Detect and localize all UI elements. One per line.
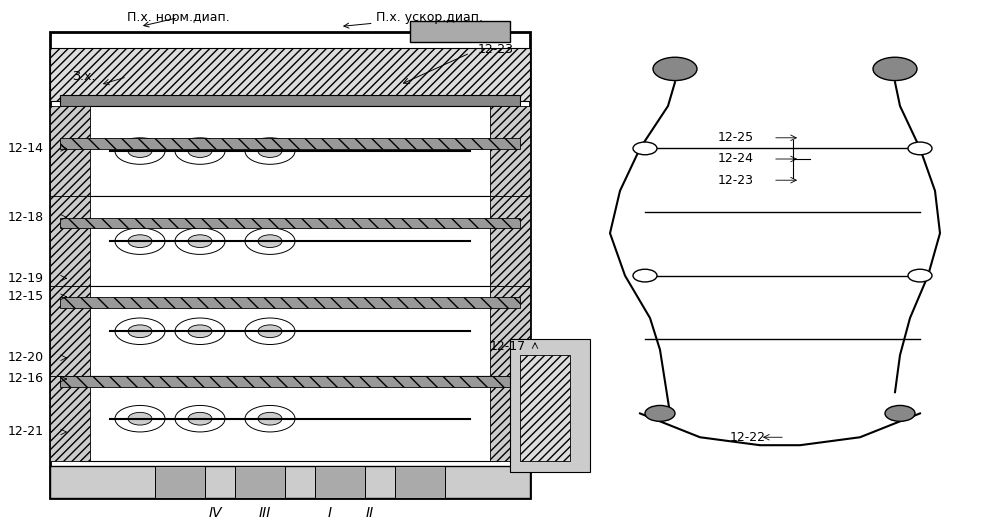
Circle shape: [633, 269, 657, 282]
Circle shape: [128, 325, 152, 338]
Circle shape: [175, 318, 225, 344]
Text: 12-24: 12-24: [718, 153, 754, 165]
Circle shape: [128, 235, 152, 248]
FancyBboxPatch shape: [50, 106, 90, 196]
Text: III: III: [259, 506, 271, 520]
Text: 12-20: 12-20: [8, 351, 44, 364]
Circle shape: [633, 142, 657, 155]
Circle shape: [245, 318, 295, 344]
FancyBboxPatch shape: [50, 48, 530, 101]
Circle shape: [885, 405, 915, 421]
Bar: [410, 21, 510, 42]
Text: 12-25: 12-25: [718, 131, 754, 144]
Circle shape: [115, 405, 165, 432]
Text: IV: IV: [208, 506, 222, 520]
Bar: [80, 376, 500, 461]
Circle shape: [258, 235, 282, 248]
Bar: [155, 466, 205, 498]
FancyBboxPatch shape: [490, 196, 530, 286]
Circle shape: [258, 325, 282, 338]
Circle shape: [245, 405, 295, 432]
Text: 12-17: 12-17: [490, 340, 526, 353]
Circle shape: [115, 318, 165, 344]
Circle shape: [188, 145, 212, 157]
Circle shape: [115, 138, 165, 164]
Bar: [80, 286, 500, 376]
Bar: [80, 196, 500, 286]
Text: 12-14: 12-14: [8, 142, 44, 155]
Text: II: II: [366, 506, 374, 520]
Text: 12-23: 12-23: [478, 43, 514, 56]
Text: П.х. ускор.диап.: П.х. ускор.диап.: [344, 11, 484, 28]
Bar: [50, 32, 530, 498]
FancyBboxPatch shape: [50, 286, 90, 376]
Circle shape: [245, 228, 295, 254]
FancyBboxPatch shape: [490, 106, 530, 196]
Circle shape: [128, 412, 152, 425]
Text: 12-15: 12-15: [8, 290, 44, 303]
FancyBboxPatch shape: [50, 196, 90, 286]
FancyBboxPatch shape: [50, 376, 90, 461]
Text: З.х.: З.х.: [72, 70, 95, 83]
Circle shape: [653, 57, 697, 81]
Text: 12-18: 12-18: [8, 211, 44, 224]
Circle shape: [645, 405, 675, 421]
Text: П.х. норм.диап.: П.х. норм.диап.: [127, 11, 229, 27]
Circle shape: [908, 142, 932, 155]
FancyBboxPatch shape: [60, 218, 520, 228]
Circle shape: [873, 57, 917, 81]
FancyBboxPatch shape: [490, 376, 530, 461]
Bar: [235, 466, 285, 498]
Circle shape: [258, 412, 282, 425]
Bar: [60, 95, 520, 106]
Circle shape: [115, 228, 165, 254]
FancyBboxPatch shape: [60, 376, 520, 387]
Circle shape: [908, 269, 932, 282]
FancyBboxPatch shape: [60, 138, 520, 149]
Circle shape: [175, 138, 225, 164]
Circle shape: [175, 405, 225, 432]
FancyBboxPatch shape: [490, 286, 530, 376]
Text: I: I: [328, 506, 332, 520]
Text: 12-22: 12-22: [730, 431, 766, 444]
Bar: [395, 466, 445, 498]
Text: 12-23: 12-23: [718, 174, 754, 187]
Circle shape: [245, 138, 295, 164]
Bar: [80, 106, 500, 196]
Text: 12-16: 12-16: [8, 373, 44, 385]
Circle shape: [188, 412, 212, 425]
Circle shape: [175, 228, 225, 254]
Circle shape: [128, 145, 152, 157]
FancyBboxPatch shape: [60, 297, 520, 307]
Bar: [510, 339, 590, 472]
Circle shape: [188, 325, 212, 338]
FancyBboxPatch shape: [520, 355, 570, 461]
Circle shape: [258, 145, 282, 157]
Text: 12-21: 12-21: [8, 426, 44, 438]
Circle shape: [188, 235, 212, 248]
Bar: [50, 466, 530, 498]
Bar: [315, 466, 365, 498]
Text: 12-19: 12-19: [8, 272, 44, 285]
